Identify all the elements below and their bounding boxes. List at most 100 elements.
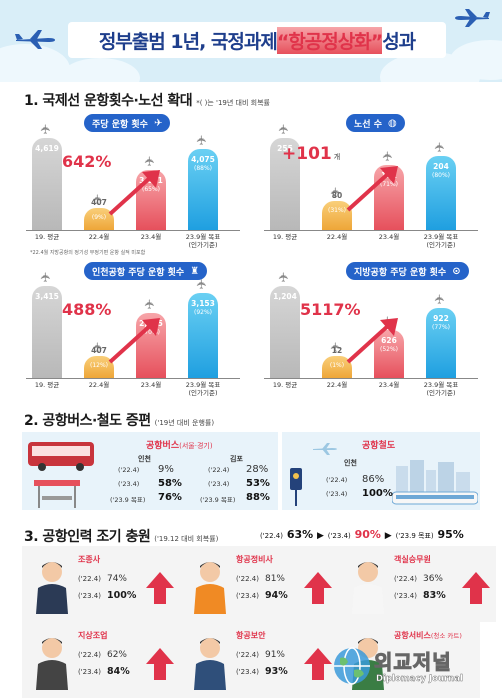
up-arrow-icon [108, 170, 160, 216]
growth-label: 642% [62, 152, 111, 171]
x-axis-label: 19. 평균 [34, 233, 60, 241]
growth-value: 5117% [300, 300, 361, 319]
chart-pill-4: 지방공항 주당 운항 횟수 ⊙ [346, 262, 469, 280]
rate-2022: ('22.4) 91% [236, 650, 285, 660]
rate-period: ('23.4) [78, 592, 101, 600]
role-name: 공항서비스 [394, 631, 431, 640]
chart-bar [426, 307, 456, 378]
chart-bar [270, 138, 300, 230]
bus-incheon-r1: ('22.4) [118, 466, 140, 474]
rail-r2: ('23.4) [326, 490, 348, 498]
airplane-icon: ✈ [195, 278, 210, 290]
section1-footnote: *22.4월 지방공항의 정기성 부정기편 운항 실적 미포함 [30, 250, 146, 256]
airport-rail-panel: 공항철도 인천 ('22.4) 86% ('23.4) 100% [282, 432, 480, 510]
title-prefix: 정부출범 1년, 국정과제 [98, 30, 278, 53]
bus-stop-icon [34, 480, 80, 508]
chart-pill-2: 노선 수 ◍ [346, 114, 405, 132]
bus-gimpo-v2: 53% [246, 478, 270, 489]
bus-incheon-r3: ('23.9 목표) [110, 496, 146, 504]
x-axis-label: 22.4월 [88, 381, 110, 389]
up-arrow-icon [146, 572, 174, 604]
chart-bar [188, 148, 218, 230]
chart-pill-text: 지방공항 주당 운항 횟수 [354, 267, 447, 278]
x-axis-label: 22.4월 [326, 233, 348, 241]
airplane-icon: ✈ [143, 155, 158, 167]
bus-gimpo-label: 김포 [230, 455, 243, 463]
bar-rate-label: (12%) [89, 362, 109, 369]
rate-2022: ('22.4) 81% [236, 574, 285, 584]
rate-value: 94% [264, 590, 288, 601]
airplane-icon: ✈ [277, 123, 292, 135]
rail-title: 공항철도 [362, 441, 396, 451]
watermark: 외교저널 Diplomacy Journal [332, 646, 498, 694]
role-name: 지상조업 [78, 631, 108, 640]
chart-bar [32, 138, 62, 230]
role-name: 객실승무원 [394, 555, 431, 564]
control-tower-icon: ♜ [190, 265, 200, 277]
workforce-card: 항공정비사 ('22.4) 81% ('23.4) 94% [180, 546, 338, 622]
summary-v3: 95% [437, 528, 464, 541]
bar-rate-label: (31%) [327, 207, 347, 215]
bar-value-label: 3,415 [35, 292, 59, 301]
airplane-icon: ✈ [39, 123, 54, 135]
bar-value-label: 255 [277, 144, 293, 153]
rate-value: 83% [422, 590, 446, 601]
x-axis-label: 22.4월 [88, 233, 110, 241]
rate-period: ('22.4) [78, 575, 101, 583]
section2-note: ('19년 대비 운행률) [154, 419, 215, 427]
rate-2022: ('22.4) 62% [78, 650, 127, 660]
role-label: 객실승무원 [394, 554, 431, 565]
bar-value-label: 626 [381, 336, 397, 346]
chart-baseline [26, 230, 240, 231]
summary-p3: ('23.9 목표) [395, 532, 434, 540]
bus-incheon-r2: ('23.4) [118, 480, 140, 488]
airplane-icon: ✈ [39, 271, 54, 283]
section1-title-text: 1. 국제선 운항횟수·노선 확대 [24, 93, 193, 109]
chart-baseline [264, 378, 478, 379]
airplane-icon: ✈ [195, 134, 210, 146]
summary-v1: 63% [286, 528, 314, 541]
bar-rate-label: (52%) [379, 346, 399, 354]
bus-incheon-v2: 58% [158, 478, 182, 489]
bus-gimpo-r3: ('23.9 목표) [200, 496, 236, 504]
airplane-icon: ✈ [143, 299, 158, 310]
section3-title-text: 3. 공항인력 조기 충원 [24, 529, 151, 545]
bar-rate-label: (80%) [431, 172, 451, 180]
flight-attendant-icon [352, 562, 384, 614]
rate-2022: ('22.4) 74% [78, 574, 127, 584]
rail-sign-icon [290, 468, 302, 506]
section3-title: 3. 공항인력 조기 충원 ('19.12 대비 회복률) [24, 526, 218, 546]
chart-baseline [264, 230, 478, 231]
role-label: 지상조업 [78, 630, 107, 641]
workforce-card: 조종사 ('22.4) 74% ('23.4) 100% [22, 546, 180, 622]
bar-rate-label: (88%) [193, 164, 213, 172]
bar-value-label: 407 [91, 346, 107, 355]
rail-incheon-label: 인천 [344, 459, 357, 467]
rate-period: ('23.4) [394, 592, 417, 600]
growth-value: 488% [62, 300, 112, 319]
bar-value-label: 4,619 [35, 144, 59, 153]
airport-bus-panel: 공항버스(서울·경기) 인천 김포 ('22.4) 9% ('23.4) 58%… [22, 432, 278, 510]
x-axis-label: 23.4월 [140, 381, 162, 389]
triangle-right-icon: ▶ [317, 531, 324, 541]
security-guard-icon [194, 638, 226, 690]
chart-bar [426, 156, 456, 230]
rate-value: 91% [264, 650, 285, 660]
workforce-card: 공항서비스(청소 카트) [338, 622, 480, 698]
role-label: 조종사 [78, 554, 100, 565]
bus-gimpo-r1: ('22.4) [208, 466, 230, 474]
role-name: 항공보안 [236, 631, 266, 640]
growth-unit: 개 [333, 153, 341, 161]
chart-bar [322, 201, 352, 230]
globe-icon: ◍ [387, 117, 397, 129]
role-label: 공항서비스(청소 카트) [394, 630, 462, 641]
rate-period: ('23.4) [236, 668, 259, 676]
x-axis-label: 23.9월 목표 (인가기준) [185, 381, 221, 397]
rate-2023: ('23.4) 84% [78, 666, 130, 677]
growth-value: +101 [282, 144, 332, 164]
rate-period: ('22.4) [236, 575, 259, 583]
watermark-name: 외교저널 [374, 650, 452, 675]
up-arrow-icon [304, 648, 332, 680]
